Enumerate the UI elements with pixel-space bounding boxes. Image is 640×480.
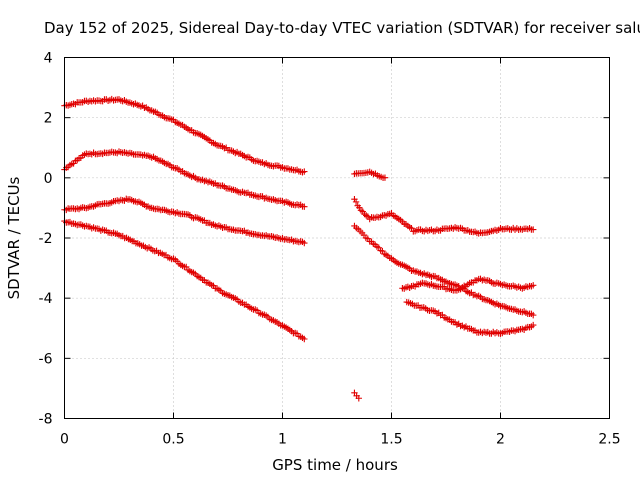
series-track-1	[61, 95, 308, 176]
y-tick-label: -6	[39, 351, 53, 367]
data-point	[530, 282, 537, 289]
series-track-3	[61, 195, 308, 247]
series-track-10	[351, 389, 362, 402]
y-tick-label: -4	[39, 291, 53, 307]
x-tick-label: 1.5	[380, 432, 402, 448]
series-track-2	[61, 148, 308, 210]
data-point	[530, 321, 537, 329]
data-points	[61, 95, 537, 402]
data-point	[530, 226, 537, 233]
series-track-7	[351, 222, 537, 319]
x-tick-label: 2	[496, 432, 505, 448]
series-track-9	[403, 298, 537, 337]
y-tick-label: 2	[44, 111, 53, 127]
data-point	[301, 168, 308, 175]
data-point	[301, 203, 308, 210]
series-track-5	[351, 168, 389, 182]
x-tick-label: 2.5	[598, 432, 620, 448]
y-tick-label: 0	[44, 171, 53, 187]
series-track-4	[61, 217, 308, 343]
x-tick-labels: 0 0.5 1 1.5 2 2.5	[60, 432, 621, 448]
data-point	[301, 335, 308, 343]
x-tick-label: 0.5	[162, 432, 184, 448]
x-tick-label: 0	[60, 432, 69, 448]
y-axis-title: SDTVAR / TECUs	[5, 176, 23, 299]
x-tick-label: 1	[278, 432, 287, 448]
axis-ticks	[64, 57, 610, 419]
data-point	[352, 198, 360, 206]
series-track-8	[399, 275, 537, 294]
y-tick-labels: -8 -6 -4 -2 0 2 4	[39, 51, 53, 428]
chart-title: Day 152 of 2025, Sidereal Day-to-day VTE…	[44, 19, 640, 37]
y-tick-label: -2	[39, 231, 53, 247]
grid-lines	[64, 57, 610, 419]
y-tick-label: -8	[39, 412, 53, 428]
series-track-6	[351, 196, 537, 237]
data-point	[301, 239, 308, 247]
x-axis-title: GPS time / hours	[272, 456, 398, 474]
y-tick-label: 4	[44, 51, 53, 67]
data-point	[530, 311, 537, 319]
data-point	[355, 395, 362, 402]
data-point	[381, 174, 389, 181]
